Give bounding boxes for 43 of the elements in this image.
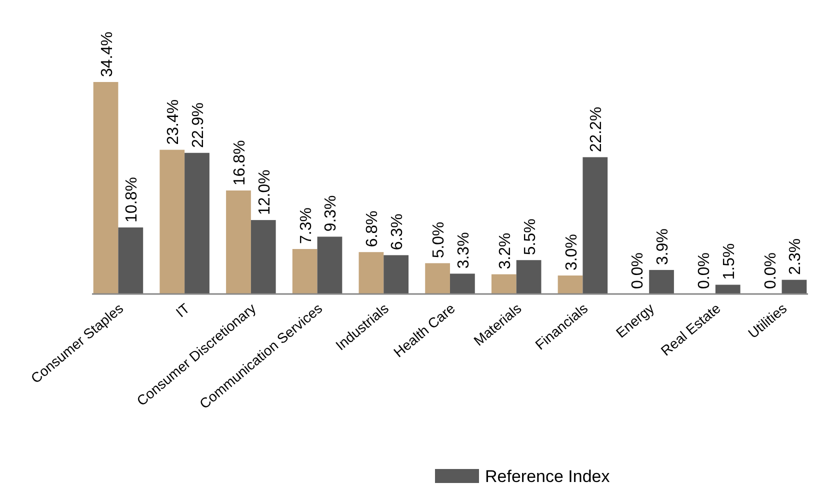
bar (160, 150, 185, 294)
bar (715, 284, 740, 294)
bar (358, 252, 384, 294)
data-label: 3.3% (455, 232, 472, 269)
bar (317, 236, 342, 294)
bar (292, 249, 318, 294)
data-label: 5.5% (522, 218, 539, 256)
data-label: 6.3% (389, 214, 406, 250)
bar (184, 152, 210, 294)
bar (93, 82, 118, 294)
bar (226, 190, 251, 294)
data-label: 0.0% (630, 252, 647, 289)
bar (250, 220, 276, 294)
data-label: 2.3% (787, 238, 804, 275)
bar (384, 255, 409, 294)
data-label: 0.0% (762, 252, 780, 289)
bar (425, 263, 450, 294)
data-label: 1.5% (720, 243, 738, 280)
data-label: 10.8% (124, 177, 141, 222)
data-label: 3.0% (563, 234, 580, 271)
bar (782, 280, 807, 294)
bar (450, 274, 475, 294)
bar (558, 276, 583, 294)
data-label: 6.8% (364, 210, 382, 248)
data-label: 22.2% (588, 106, 606, 152)
bar (649, 270, 674, 294)
data-label: 3.2% (496, 232, 514, 270)
legend-label: Reference Index (485, 467, 610, 486)
data-label: 9.3% (322, 195, 340, 232)
data-label: 3.9% (654, 228, 672, 265)
bar (516, 260, 542, 294)
data-label: 0.0% (696, 252, 713, 289)
x-tick-label: IT (172, 300, 193, 320)
data-label: 7.3% (298, 208, 315, 244)
data-label: 5.0% (430, 222, 448, 258)
bar (582, 157, 608, 294)
data-label: 16.8% (231, 140, 248, 186)
bar (118, 227, 144, 294)
data-label: 22.9% (190, 102, 208, 148)
data-label: 12.0% (256, 170, 274, 216)
data-label: 23.4% (165, 99, 182, 145)
bar (491, 274, 516, 294)
data-label: 34.4% (98, 32, 116, 77)
